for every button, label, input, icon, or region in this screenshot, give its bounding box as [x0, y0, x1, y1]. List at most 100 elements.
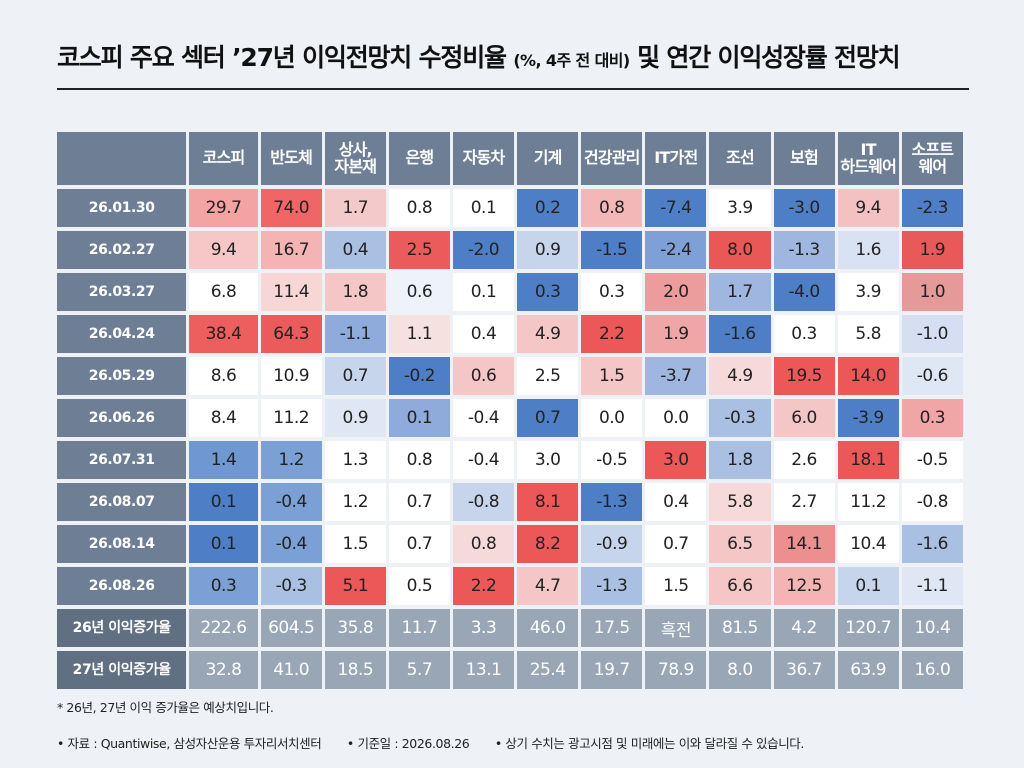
summary-cell: 8.0 — [709, 651, 771, 689]
table-cell: 6.8 — [189, 273, 258, 311]
table-cell: 1.8 — [324, 273, 386, 311]
disclaimer-note: • 상기 수치는 광고시점 및 미래에는 이와 달라질 수 있습니다. — [494, 736, 805, 751]
row-date: 26.04.24 — [57, 315, 187, 353]
table-cell: 0.9 — [324, 399, 386, 437]
summary-row: 27년 이익증가율 32.8 41.0 18.5 5.7 13.1 25.4 19.7 78.9… — [57, 651, 963, 689]
table-cell: 0.7 — [388, 483, 450, 521]
table-cell: 0.7 — [324, 357, 386, 395]
table-cell: 0.1 — [189, 525, 258, 563]
table-cell: -1.5 — [581, 231, 643, 269]
summary-cell: 78.9 — [645, 651, 707, 689]
table-cell: -0.4 — [452, 399, 515, 437]
table-cell: 1.7 — [324, 189, 386, 227]
column-header-line: IT가전 — [654, 148, 698, 168]
table-cell: 0.7 — [645, 525, 707, 563]
table-cell: -0.2 — [388, 357, 450, 395]
table-cell: 3.9 — [709, 189, 771, 227]
table-cell: -0.5 — [581, 441, 643, 479]
table-body: 26.01.30 29.7 74.0 1.7 0.8 0.1 0.2 0.8 -7.4 3.9 -3… — [57, 189, 963, 689]
column-header-line: 상사, — [338, 139, 373, 159]
table-cell: 1.6 — [837, 231, 899, 269]
summary-cell: 4.2 — [773, 609, 835, 647]
table-cell: 0.6 — [452, 357, 515, 395]
row-date: 26.01.30 — [57, 189, 187, 227]
corner-cell — [57, 132, 187, 185]
table-cell: -2.4 — [645, 231, 707, 269]
table-row: 26.04.24 38.4 64.3 -1.1 1.1 0.4 4.9 2.2 1.9 -1.6 0… — [57, 315, 963, 353]
base-date-note: • 기준일 : 2026.08.26 — [346, 736, 470, 751]
table-cell: 0.1 — [189, 483, 258, 521]
column-header-line: 코스피 — [202, 148, 246, 168]
page-title: 코스피 주요 섹터 ’27년 이익전망치 수정비율 (%, 4주 전 대비) 및… — [57, 38, 969, 74]
table-row: 26.05.29 8.6 10.9 0.7 -0.2 0.6 2.5 1.5 -3.7 4.9 19… — [57, 357, 963, 395]
table-cell: 1.3 — [324, 441, 386, 479]
table-cell: 0.4 — [452, 315, 515, 353]
row-date: 26.08.14 — [57, 525, 187, 563]
table-cell: -0.4 — [260, 525, 322, 563]
table-cell: -0.9 — [581, 525, 643, 563]
row-date: 26.06.26 — [57, 399, 187, 437]
table-cell: 16.7 — [260, 231, 322, 269]
summary-cell: 13.1 — [452, 651, 515, 689]
table-cell: 8.2 — [517, 525, 579, 563]
table-cell: 0.3 — [517, 273, 579, 311]
table-cell: 12.5 — [773, 567, 835, 605]
column-header: 건강관리 — [581, 132, 643, 185]
table-row: 26.07.31 1.4 1.2 1.3 0.8 -0.4 3.0 -0.5 3.0 1.8 2.6… — [57, 441, 963, 479]
table-cell: 1.5 — [581, 357, 643, 395]
summary-cell: 18.5 — [324, 651, 386, 689]
table-row: 26.06.26 8.4 11.2 0.9 0.1 -0.4 0.7 0.0 0.0 -0.3 6.… — [57, 399, 963, 437]
column-header-line: IT — [860, 139, 877, 159]
table-cell: 9.4 — [837, 189, 899, 227]
summary-cell: 222.6 — [189, 609, 258, 647]
table-cell: -1.3 — [581, 483, 643, 521]
table-cell: 0.3 — [901, 399, 963, 437]
column-header: 기계 — [517, 132, 579, 185]
table-cell: 6.5 — [709, 525, 771, 563]
summary-cell: 604.5 — [260, 609, 322, 647]
table-cell: 5.1 — [324, 567, 386, 605]
table-cell: 0.1 — [388, 399, 450, 437]
row-date: 26.02.27 — [57, 231, 187, 269]
title-sub: (%, 4주 전 대비) — [513, 51, 630, 70]
table-cell: 0.3 — [581, 273, 643, 311]
table-cell: -1.3 — [581, 567, 643, 605]
table-cell: 11.4 — [260, 273, 322, 311]
summary-cell: 35.8 — [324, 609, 386, 647]
row-date: 26.03.27 — [57, 273, 187, 311]
column-header-line: 건강관리 — [583, 148, 640, 168]
table-cell: 6.0 — [773, 399, 835, 437]
table-cell: 3.0 — [645, 441, 707, 479]
table-cell: 19.5 — [773, 357, 835, 395]
table-cell: -3.9 — [837, 399, 899, 437]
table-cell: -1.6 — [709, 315, 771, 353]
summary-cell: 16.0 — [901, 651, 963, 689]
column-header-line: 반도체 — [270, 148, 313, 168]
column-header-line: 기계 — [533, 148, 563, 168]
table-cell: 11.2 — [260, 399, 322, 437]
column-header-line: 웨어 — [918, 156, 947, 176]
column-header: 반도체 — [260, 132, 322, 185]
table-cell: 1.9 — [645, 315, 707, 353]
table-cell: 14.1 — [773, 525, 835, 563]
column-header: 조선 — [709, 132, 771, 185]
table-row: 26.01.30 29.7 74.0 1.7 0.8 0.1 0.2 0.8 -7.4 3.9 -3… — [57, 189, 963, 227]
column-header: 코스피 — [189, 132, 258, 185]
table-cell: 0.8 — [388, 189, 450, 227]
table-cell: -7.4 — [645, 189, 707, 227]
summary-cell: 19.7 — [581, 651, 643, 689]
table-cell: 1.5 — [645, 567, 707, 605]
title-main-post: 및 연간 이익성장률 전망치 — [637, 43, 901, 72]
table-cell: 0.0 — [645, 399, 707, 437]
table-cell: 10.4 — [837, 525, 899, 563]
table-cell: 0.8 — [581, 189, 643, 227]
table-cell: 8.0 — [709, 231, 771, 269]
table-cell: -1.1 — [901, 567, 963, 605]
table-cell: 0.6 — [388, 273, 450, 311]
table-cell: -2.3 — [901, 189, 963, 227]
summary-cell: 36.7 — [773, 651, 835, 689]
column-header-line: 조선 — [726, 148, 755, 168]
column-header: IT 하드웨어 — [837, 132, 899, 185]
table-cell: 9.4 — [189, 231, 258, 269]
